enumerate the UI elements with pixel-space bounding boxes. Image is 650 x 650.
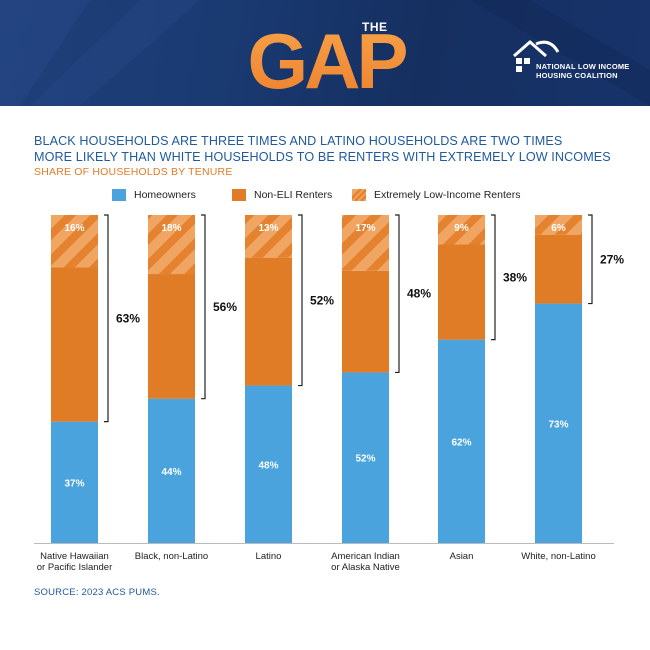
renter-total-label-2: 52% xyxy=(310,293,334,307)
renter-bracket-3 xyxy=(395,214,400,374)
bar-homeowners-0 xyxy=(51,421,98,543)
category-label-0-line1: or Pacific Islander xyxy=(37,562,113,573)
renter-total-label-0: 63% xyxy=(116,311,140,325)
nlihc-logo-icon xyxy=(513,40,560,72)
bar-eli-3 xyxy=(342,215,389,271)
legend-item-eli: Extremely Low-Income Renters xyxy=(352,189,520,201)
bar-homeowners-1 xyxy=(148,398,195,543)
data-label-homeowners-2: 48% xyxy=(258,460,278,471)
header-background-rays xyxy=(0,0,650,106)
renter-total-label-3: 48% xyxy=(407,287,431,301)
logo-gap-text: GAP xyxy=(247,17,406,104)
legend-item-non-eli: Non-ELI Renters xyxy=(232,189,332,201)
chart-title-line1: BLACK HOUSEHOLDS ARE THREE TIMES AND LAT… xyxy=(34,134,563,148)
category-label-0-line0: Native Hawaiian xyxy=(40,551,109,562)
renter-bracket-5 xyxy=(588,214,593,305)
renter-total-label-1: 56% xyxy=(213,300,237,314)
bar-homeowners-5 xyxy=(535,303,582,543)
data-label-eli-3: 17% xyxy=(355,223,375,234)
bar-eli-1 xyxy=(148,215,195,275)
organization-name: NATIONAL LOW INCOME HOUSING COALITION xyxy=(536,62,630,80)
chart-title-line2: MORE LIKELY THAN WHITE HOUSEHOLDS TO BE … xyxy=(34,150,611,164)
category-label-3-line1: or Alaska Native xyxy=(331,562,400,573)
data-label-homeowners-0: 37% xyxy=(64,478,84,489)
data-label-homeowners-5: 73% xyxy=(548,419,568,430)
legend-swatch-homeowners xyxy=(112,189,126,201)
legend-swatch-eli xyxy=(352,189,366,201)
bar-eli-4 xyxy=(438,215,485,245)
bar-non-eli-2 xyxy=(245,257,292,386)
header-banner: GAP THE NATIONAL LOW INCOME HOUSING COAL… xyxy=(0,0,650,106)
renter-bracket-4 xyxy=(491,214,496,341)
category-label-4-line0: Asian xyxy=(450,551,474,562)
renter-bracket-0 xyxy=(104,214,109,423)
data-label-eli-0: 16% xyxy=(64,223,84,234)
logo-the-text: THE xyxy=(362,20,388,34)
chart-subtitle: SHARE OF HOUSEHOLDS BY TENURE xyxy=(34,166,233,178)
bar-non-eli-1 xyxy=(148,274,195,399)
bar-non-eli-0 xyxy=(51,267,98,422)
bar-eli-0 xyxy=(51,215,98,268)
bar-non-eli-5 xyxy=(535,234,582,304)
data-label-homeowners-1: 44% xyxy=(161,467,181,478)
org-name-line2: HOUSING COALITION xyxy=(536,71,618,80)
category-label-1-line0: Black, non-Latino xyxy=(135,551,208,562)
data-label-homeowners-4: 62% xyxy=(451,437,471,448)
renter-bracket-2 xyxy=(298,214,303,387)
legend-label-non-eli: Non-ELI Renters xyxy=(254,189,333,201)
category-label-5-line0: White, non-Latino xyxy=(521,551,595,562)
legend-item-homeowners: Homeowners xyxy=(112,189,196,201)
legend-label-homeowners: Homeowners xyxy=(134,189,196,201)
chart-legend: Homeowners Non-ELI Renters Extremely Low… xyxy=(0,189,650,205)
renter-total-label-5: 27% xyxy=(600,252,624,266)
data-label-homeowners-3: 52% xyxy=(355,454,375,465)
data-label-eli-2: 13% xyxy=(258,223,278,234)
bar-non-eli-4 xyxy=(438,244,485,340)
data-label-eli-4: 9% xyxy=(454,223,469,234)
source-note: SOURCE: 2023 ACS PUMS. xyxy=(34,587,160,598)
category-label-3-line0: American Indian xyxy=(331,551,400,562)
org-name-line1: NATIONAL LOW INCOME xyxy=(536,62,630,71)
bar-non-eli-3 xyxy=(342,270,389,373)
legend-label-eli: Extremely Low-Income Renters xyxy=(374,189,521,201)
the-gap-logo: GAP xyxy=(247,17,410,104)
renter-total-label-4: 38% xyxy=(503,270,527,284)
data-label-eli-5: 6% xyxy=(551,223,566,234)
renter-bracket-1 xyxy=(201,214,206,400)
data-label-eli-1: 18% xyxy=(161,223,181,234)
bar-homeowners-3 xyxy=(342,372,389,543)
legend-swatch-non-eli xyxy=(232,189,246,201)
bar-homeowners-2 xyxy=(245,385,292,543)
bar-eli-2 xyxy=(245,215,292,258)
bar-eli-5 xyxy=(535,215,582,235)
chart-title: BLACK HOUSEHOLDS ARE THREE TIMES AND LAT… xyxy=(34,133,634,165)
category-label-2-line0: Latino xyxy=(256,551,282,562)
bar-homeowners-4 xyxy=(438,339,485,543)
